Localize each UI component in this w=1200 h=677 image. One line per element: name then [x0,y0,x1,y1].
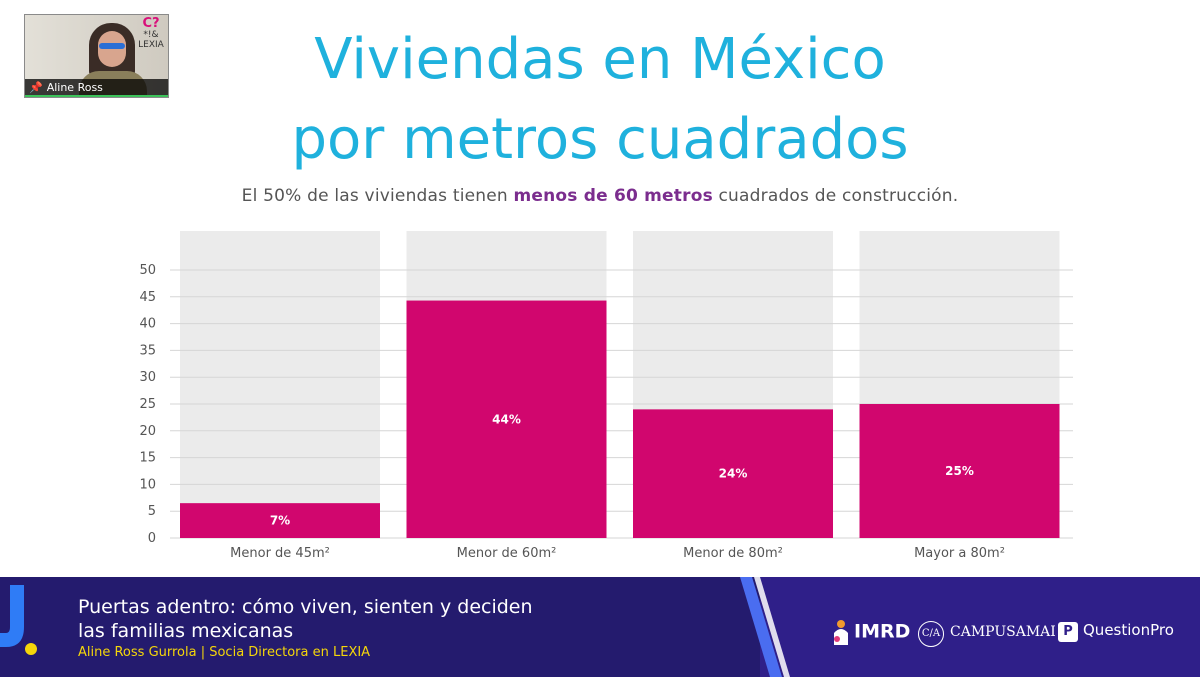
participant-name: Aline Ross [46,81,103,94]
y-tick-label: 0 [148,531,156,546]
subtitle-highlight: menos de 60 metros [513,186,713,206]
participant-face [98,31,126,67]
speaker-credit: Aline Ross Gurrola | Socia Directora en … [78,645,371,660]
y-tick-label: 15 [139,451,156,466]
y-tick-label: 50 [139,263,156,278]
imrd-logo: IMRD [832,619,910,645]
y-tick-label: 5 [148,504,156,519]
brand-j-icon [0,585,37,655]
bar [180,503,380,538]
subtitle-text-end: cuadrados de construcción. [712,186,959,206]
y-tick-label: 25 [139,397,156,412]
campusamai-mark-icon: C/A [918,621,944,647]
imrd-figure-icon [834,620,848,645]
subtitle-text-start: El 50% de las viviendas tienen [241,186,514,206]
talk-title: Puertas adentro: cómo viven, sienten y d… [78,595,533,643]
y-tick-label: 20 [139,424,156,439]
data-label: 25% [945,464,974,478]
y-tick-label: 35 [139,343,156,358]
lexia-mini-logo: C? *!& LEXIA [138,16,164,50]
y-tick-label: 30 [139,370,156,385]
lower-third-banner: Puertas adentro: cómo viven, sienten y d… [0,577,1200,677]
y-tick-label: 10 [139,477,156,492]
footer-diagonal-stripe [740,577,790,677]
data-label: 7% [270,514,290,528]
questionpro-mark-icon: P [1058,622,1078,642]
bar [633,409,833,538]
campusamai-logo: C/A CAMPUSAMAI [918,621,1056,647]
x-tick-label: Menor de 80m² [683,546,783,561]
slide-title-line-2: por metros cuadrados [291,107,909,172]
campusamai-text: CAMPUSAMAI [950,624,1056,640]
bar [406,300,607,538]
slide-title-line-1: Viviendas en México [314,27,886,92]
pin-icon[interactable]: 📌 [29,81,43,94]
participant-glasses [99,43,125,49]
active-speaker-indicator [25,95,168,97]
y-tick-label: 45 [139,290,156,305]
talk-title-line-2: las familias mexicanas [78,620,294,642]
data-label: 44% [492,412,521,426]
questionpro-logo: P QuestionPro [1058,621,1174,642]
questionpro-text: QuestionPro [1083,621,1174,639]
x-tick-label: Menor de 60m² [457,546,557,561]
slide-subtitle: El 50% de las viviendas tienen menos de … [0,186,1200,206]
talk-title-line-1: Puertas adentro: cómo viven, sienten y d… [78,596,533,618]
bar [859,404,1060,538]
footer-logo-panel [760,577,1200,677]
presentation-slide: Viviendas en México por metros cuadrados… [0,27,1200,561]
y-tick-label: 40 [139,317,156,332]
x-tick-label: Mayor a 80m² [914,546,1005,561]
background-column [180,231,380,538]
participant-namebar: 📌 Aline Ross [25,79,168,97]
imrd-logo-text: IMRD [854,620,911,643]
data-label: 24% [719,467,748,481]
x-tick-label: Menor de 45m² [230,546,330,561]
webcam-thumbnail[interactable]: C? *!& LEXIA 📌 Aline Ross [24,14,169,98]
bar-chart: 0 5 10 15 20 25 30 35 40 45 50 7% Menor de 45m² 44% Me… [139,231,1073,561]
